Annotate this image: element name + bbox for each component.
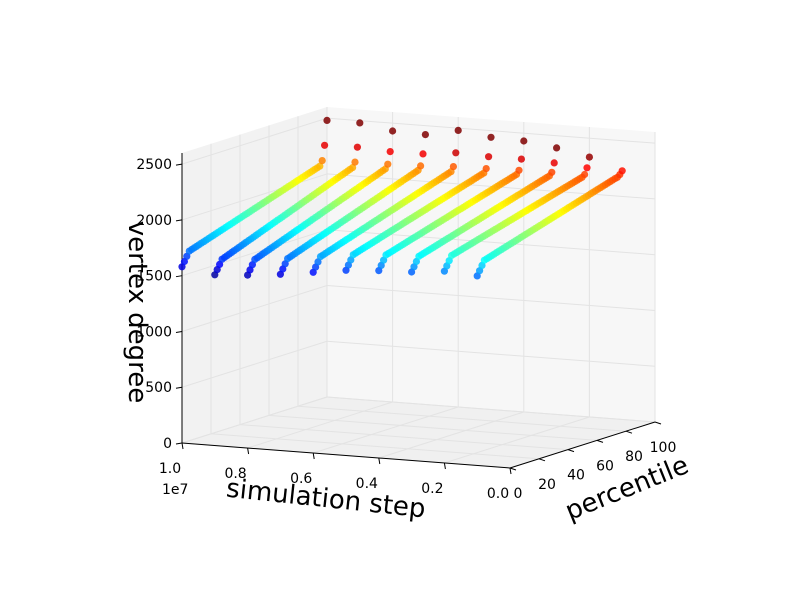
- data-point: [386, 148, 394, 156]
- data-point: [316, 162, 324, 170]
- data-point: [553, 144, 561, 152]
- z-tick: [175, 330, 183, 333]
- grid-line-z: [326, 396, 656, 423]
- grid-line-x: [378, 411, 524, 459]
- axis-lines: [181, 153, 656, 469]
- grid-line-z: [181, 229, 328, 277]
- grid-line-y: [239, 424, 569, 451]
- data-point: [351, 158, 359, 166]
- y-tick: [654, 421, 662, 425]
- y-tick-label: 0: [514, 486, 523, 502]
- z-axis-title: vertex degree: [122, 221, 152, 404]
- grid-line-z: [326, 284, 656, 311]
- data-point: [421, 131, 429, 139]
- y-tick: [596, 439, 604, 443]
- grid-line-z: [326, 117, 656, 144]
- y-axis-line: [509, 421, 656, 469]
- z-tick: [175, 163, 183, 166]
- y-tick-label: 80: [625, 449, 643, 465]
- axis-panes: [182, 107, 655, 468]
- data-point: [353, 143, 361, 151]
- y-tick-label: 60: [596, 458, 614, 474]
- grid-line-x: [247, 401, 393, 449]
- tick-labels: 1.0 0.8 0.6 0.4 0.2 0.0 0204060801000500100015…: [136, 157, 676, 502]
- data-point: [517, 155, 526, 163]
- z-tick: [175, 442, 183, 445]
- data-point: [323, 116, 331, 124]
- x-tick-label: 0.4: [356, 476, 378, 492]
- x-axis-title: simulation step: [225, 474, 427, 525]
- x-tick-label: 1.0: [159, 461, 181, 477]
- x-tick: [509, 467, 512, 475]
- x-tick: [181, 442, 184, 450]
- x-tick: [312, 452, 315, 460]
- data-point: [487, 133, 495, 141]
- tick-marks: [175, 163, 662, 475]
- data-point: [550, 159, 558, 167]
- data-point: [485, 153, 493, 161]
- y-tick: [567, 449, 575, 453]
- grid-line-z: [181, 340, 328, 388]
- grid-line-x: [313, 406, 459, 454]
- z-tick-label: 1500: [136, 269, 172, 285]
- x-tick: [443, 462, 446, 470]
- back-pane: [182, 107, 327, 443]
- x-tick-label: 0.6: [290, 471, 312, 487]
- z-tick: [175, 275, 183, 278]
- floor-pane: [182, 397, 655, 468]
- data-point: [389, 127, 397, 135]
- x-tick-label: 0.0: [487, 486, 509, 502]
- data-point: [618, 167, 626, 175]
- data-point: [349, 164, 357, 172]
- data-point: [454, 126, 462, 134]
- data-point: [583, 164, 591, 172]
- grid-line-z: [181, 173, 328, 221]
- data-point: [482, 165, 490, 173]
- y-tick-label: 40: [567, 468, 585, 484]
- grid-line-x: [444, 416, 590, 464]
- grid-line-z: [181, 284, 328, 332]
- z-tick: [175, 219, 183, 222]
- grid-line-z: [181, 396, 328, 444]
- grid-line-z: [181, 117, 328, 165]
- data-point: [548, 168, 556, 176]
- y-tick: [538, 458, 546, 462]
- x-tick-label: 0.8: [224, 466, 246, 482]
- z-tick: [175, 386, 183, 389]
- z-tick-label: 2500: [136, 157, 172, 173]
- data-points: [178, 116, 626, 280]
- data-point: [452, 149, 460, 157]
- data-point: [417, 162, 425, 170]
- data-point: [581, 170, 589, 179]
- z-tick-label: 1000: [136, 324, 172, 340]
- x-tick: [247, 447, 250, 455]
- grid-line-z: [326, 340, 656, 367]
- y-tick-label: 100: [650, 440, 677, 456]
- y-tick-label: 20: [538, 477, 556, 493]
- x-axis-line: [181, 442, 511, 469]
- data-point: [585, 153, 594, 161]
- z-tick-label: 2000: [136, 213, 172, 229]
- grid-line-y: [210, 433, 540, 460]
- x-axis-offset-label: 1e7: [162, 482, 188, 498]
- y-tick: [509, 467, 517, 471]
- data-point: [384, 160, 392, 168]
- data-point: [520, 137, 528, 145]
- z-tick-label: 500: [145, 380, 172, 396]
- x-tick: [378, 457, 381, 465]
- data-point: [515, 166, 523, 174]
- z-tick-label: 0: [163, 436, 172, 452]
- data-point: [356, 119, 364, 127]
- y-tick: [625, 430, 633, 434]
- data-point: [419, 150, 427, 158]
- x-tick-label: 0.2: [421, 481, 443, 497]
- data-point: [318, 157, 326, 165]
- data-point: [321, 141, 329, 149]
- grid-line-y: [297, 405, 627, 432]
- grid-line-y: [268, 414, 598, 441]
- data-point: [449, 163, 457, 171]
